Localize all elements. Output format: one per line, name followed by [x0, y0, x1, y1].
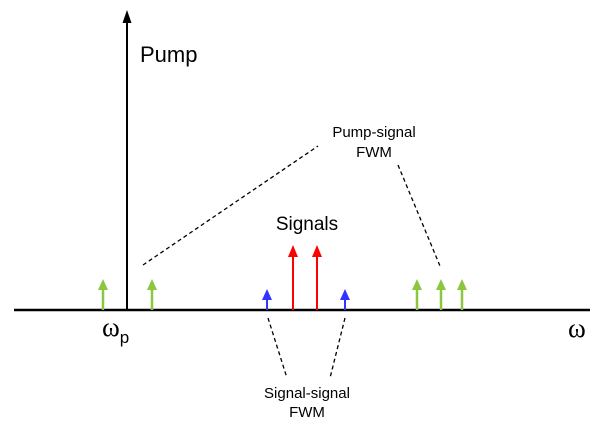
omega-axis-label: ω	[568, 313, 586, 343]
pump-signal-fwm-arrow	[457, 279, 467, 310]
pump-signal-leader-left	[142, 145, 319, 266]
pump-signal-fwm-label-line1: Pump-signal	[332, 124, 415, 141]
pump-label: Pump	[140, 42, 197, 67]
omega-p-label: ωp	[102, 312, 129, 347]
signal-arrow	[312, 245, 322, 310]
pump-arrowhead	[122, 10, 132, 23]
signal-arrow	[288, 245, 298, 310]
pump-signal-fwm-arrow	[412, 279, 422, 310]
signal-signal-fwm-arrow	[262, 289, 272, 310]
signal-signal-fwm-arrow	[340, 289, 350, 310]
signal-signal-leader-left	[267, 317, 288, 379]
signals-label: Signals	[276, 214, 338, 235]
pump-signal-fwm-arrow	[147, 279, 157, 310]
pump-signal-fwm-arrow	[98, 279, 108, 310]
signal-signal-leader-right	[329, 317, 346, 379]
signal-signal-fwm-label-line1: Signal-signal	[264, 385, 350, 402]
signal-signal-fwm-label-line2: FWM	[289, 404, 325, 421]
pump-signal-fwm-label-line2: FWM	[356, 144, 392, 161]
pump-signal-fwm-arrow	[436, 279, 446, 310]
pump-signal-leader-right	[397, 164, 441, 267]
